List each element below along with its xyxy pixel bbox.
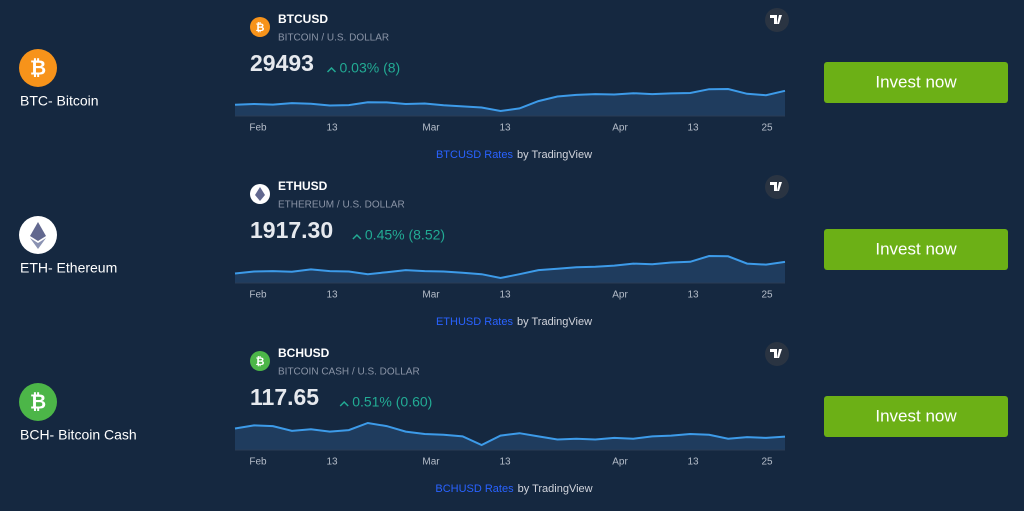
date-label: 13 [687, 457, 699, 468]
date-label: Mar [422, 290, 440, 301]
date-label: Apr [612, 457, 628, 468]
trend-line [234, 254, 786, 280]
trend-area [235, 89, 785, 116]
trend-area [235, 256, 785, 283]
button-bg [824, 396, 1008, 437]
asset-row: ₿ BCH- Bitcoin Cash ₿ BCHUSD BITCOIN CASH / … [19, 342, 1008, 495]
symbol-icon [250, 17, 270, 37]
change-arrow [352, 233, 362, 240]
asset-row: ₿ BTC- Bitcoin ₿ BTCUSD BITCOIN / U.S. DOLLA… [19, 8, 1008, 161]
asset-icon [19, 383, 57, 421]
trend-line [234, 87, 786, 113]
symbol-glyph: ₿ [256, 22, 265, 34]
tradingview-logo [770, 15, 782, 24]
price: 117.65 [250, 384, 319, 410]
price: 1917.30 [250, 217, 333, 243]
asset-icon [19, 49, 57, 87]
invest-button[interactable]: Invest now [824, 396, 1008, 437]
attribution: ETHUSD Rates by TradingView [436, 316, 592, 328]
icon-shape [30, 238, 46, 249]
description: ETHEREUM / U.S. DOLLAR [278, 200, 405, 211]
symbol: BTCUSD [278, 12, 328, 26]
date-label: 13 [687, 290, 699, 301]
trend-line [234, 421, 786, 447]
invest-button[interactable]: Invest now [824, 229, 1008, 270]
symbol: ETHUSD [278, 179, 328, 193]
symbol-shape [255, 187, 265, 201]
rates-link[interactable]: ETHUSD Rates [436, 316, 514, 328]
date-label: Mar [422, 457, 440, 468]
date-label: 25 [761, 290, 773, 301]
date-label: 13 [326, 123, 338, 134]
description: BITCOIN / U.S. DOLLAR [278, 33, 389, 44]
date-label: 13 [687, 123, 699, 134]
symbol-glyph: ₿ [256, 356, 265, 368]
button-label: Invest now [875, 72, 957, 91]
rates-suffix: by TradingView [517, 149, 592, 161]
asset-name: ETH- Ethereum [20, 260, 117, 276]
button-label: Invest now [875, 239, 957, 258]
button-bg [824, 229, 1008, 270]
change: 0.03% (8) [340, 60, 401, 76]
icon-glyph: ₿ [30, 391, 46, 413]
date-label: Feb [249, 290, 267, 301]
icon-glyph: ₿ [30, 57, 46, 79]
date-label: Feb [249, 457, 267, 468]
change: 0.51% (0.60) [352, 394, 432, 410]
symbol: BCHUSD [278, 346, 330, 360]
description: BITCOIN CASH / U.S. DOLLAR [278, 367, 420, 378]
date-label: Apr [612, 290, 628, 301]
attribution: BCHUSD Rates by TradingView [435, 483, 592, 495]
attribution: BTCUSD Rates by TradingView [436, 149, 592, 161]
date-label: 13 [499, 123, 511, 134]
price: 29493 [250, 50, 314, 76]
trend-area [235, 423, 785, 450]
symbol-icon [250, 351, 270, 371]
date-label: 25 [761, 123, 773, 134]
date-label: Mar [422, 123, 440, 134]
button-label: Invest now [875, 406, 957, 425]
invest-button[interactable]: Invest now [824, 62, 1008, 103]
rates-link[interactable]: BTCUSD Rates [436, 149, 514, 161]
date-label: 13 [326, 290, 338, 301]
date-label: Feb [249, 123, 267, 134]
button-bg [824, 62, 1008, 103]
asset-row: ETH- Ethereum ETHUSD ETHEREUM / U.S. DOLLA… [19, 175, 1008, 328]
change: 0.45% (8.52) [365, 227, 445, 243]
date-label: 13 [499, 290, 511, 301]
date-label: 13 [326, 457, 338, 468]
date-label: Apr [612, 123, 628, 134]
date-label: 13 [499, 457, 511, 468]
icon-shape [30, 222, 46, 241]
asset-name: BCH- Bitcoin Cash [20, 427, 137, 443]
change-arrow [326, 66, 337, 73]
rates-suffix: by TradingView [518, 483, 593, 495]
asset-name: BTC- Bitcoin [20, 93, 99, 109]
rates-link[interactable]: BCHUSD Rates [435, 483, 514, 495]
date-label: 25 [761, 457, 773, 468]
change-arrow [339, 400, 349, 407]
tradingview-logo [770, 182, 782, 191]
rates-suffix: by TradingView [517, 316, 592, 328]
tradingview-logo [770, 349, 782, 358]
